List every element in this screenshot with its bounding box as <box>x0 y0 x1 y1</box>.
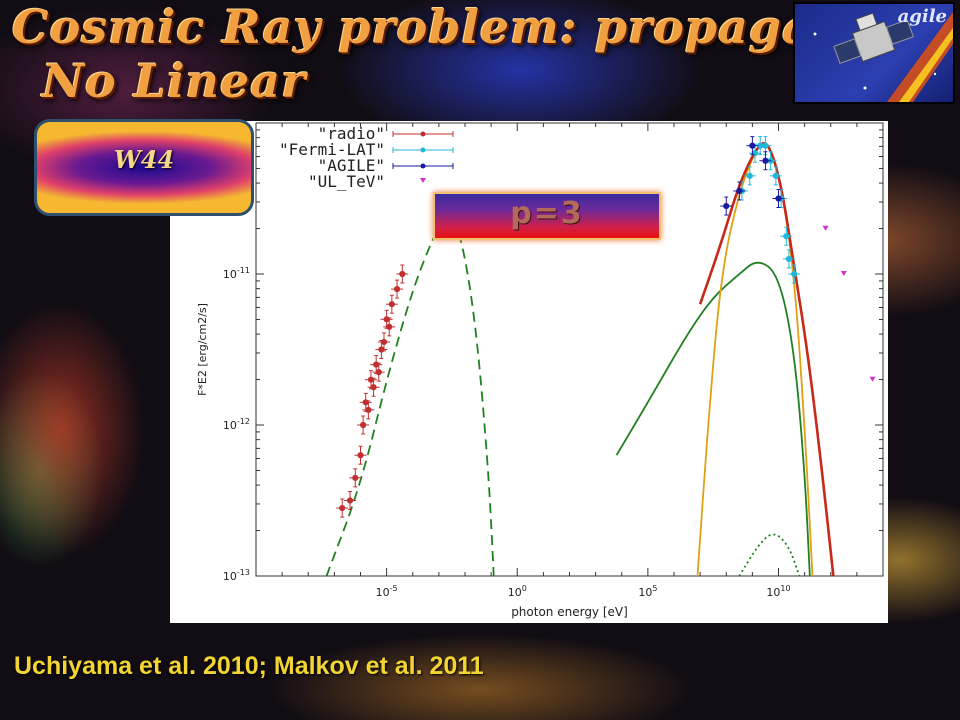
source-label-box: W44 <box>34 119 254 216</box>
data-point <box>344 491 357 510</box>
data-point <box>746 136 759 156</box>
legend-label: "UL_TeV" <box>308 172 385 191</box>
data-point <box>396 264 409 284</box>
model-curve-pion_decay <box>696 142 814 577</box>
model-curve-bremsstrahlung <box>738 533 801 577</box>
data-point <box>385 294 398 314</box>
ul-tev-point <box>840 271 847 276</box>
model-curve-synchrotron <box>325 217 495 577</box>
data-point <box>362 400 375 420</box>
x-tick-label: 105 <box>638 584 657 599</box>
agile-logo: agile <box>793 2 955 104</box>
data-point <box>357 415 370 435</box>
legend-label: "radio" <box>318 124 385 143</box>
data-point <box>743 166 756 186</box>
ul-tev-point <box>869 376 876 382</box>
data-point <box>349 468 362 488</box>
data-point <box>782 249 795 269</box>
data-point <box>372 362 385 382</box>
data-point <box>378 332 391 352</box>
parameter-label: p=3 <box>510 195 584 231</box>
legend-marker <box>392 147 454 153</box>
data-point <box>383 317 396 337</box>
data-point <box>367 377 380 397</box>
data-point <box>759 151 772 171</box>
y-tick-label: 10-13 <box>223 568 250 583</box>
data-point <box>336 498 349 518</box>
data-point <box>788 264 801 284</box>
legend-marker <box>392 163 454 169</box>
citation: Uchiyama et al. 2010; Malkov et al. 2011 <box>14 652 484 680</box>
legend-label: "AGILE" <box>318 156 385 175</box>
y-axis-label: F*E2 [erg/cm2/s] <box>196 303 209 396</box>
data-point <box>391 279 404 299</box>
title-line-1: Cosmic Ray problem: propagation <box>12 0 920 54</box>
data-point <box>769 166 782 186</box>
data-point <box>354 445 367 465</box>
source-label: W44 <box>113 145 175 174</box>
y-tick-label: 10-12 <box>223 417 250 432</box>
data-point <box>720 196 733 216</box>
model-curve-total <box>698 141 835 577</box>
legend-marker <box>392 131 454 137</box>
parameter-label-box: p=3 <box>433 192 661 240</box>
data-point <box>759 136 772 156</box>
data-point <box>772 189 785 208</box>
legend-label: "Fermi-LAT" <box>279 140 385 159</box>
ul-tev-point <box>822 225 829 231</box>
x-tick-label: 1010 <box>766 584 790 599</box>
data-point <box>780 226 793 246</box>
sed-chart: 10-13 10-12 10-11 10-5 100 105 1010 photon ener… <box>196 122 884 619</box>
data-point <box>733 181 746 201</box>
title-line-2: No Linear <box>42 54 307 108</box>
x-tick-label: 10-5 <box>376 584 398 599</box>
logo-text: agile <box>897 6 947 27</box>
x-tick-label: 100 <box>508 584 527 599</box>
legend-marker <box>420 178 426 183</box>
model-curve-inverse_compton <box>615 261 811 577</box>
satellite-icon <box>813 12 953 102</box>
x-axis-label: photon energy [eV] <box>511 605 628 619</box>
y-tick-label: 10-11 <box>223 266 250 281</box>
